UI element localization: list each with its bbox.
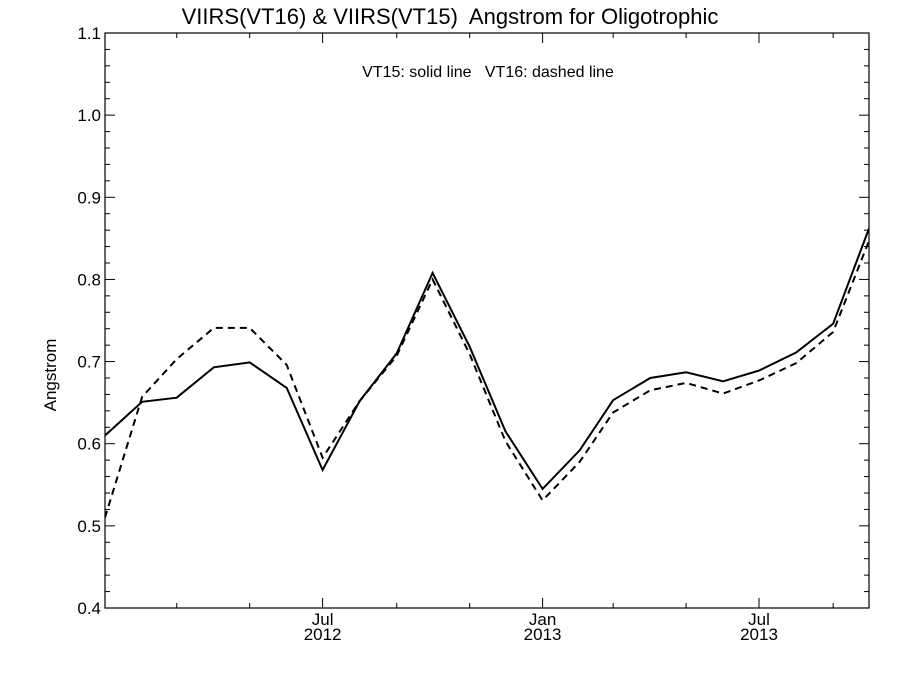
y-tick-label: 0.5 [77,517,101,536]
y-tick-label: 0.4 [77,599,101,618]
x-tick-label-month: Jul [748,610,770,629]
legend-annotation: VT15: solid line VT16: dashed line [362,64,614,81]
y-tick-label: 0.9 [77,188,101,207]
y-tick-label: 0.7 [77,353,101,372]
y-tick-label: 0.8 [77,270,101,289]
series-line-vt16 [105,240,869,518]
x-tick-label-month: Jan [529,610,556,629]
chart-title: VIIRS(VT16) & VIIRS(VT15) Angstrom for O… [181,4,719,29]
y-tick-label: 1.0 [77,106,101,125]
x-tick-label-year: 2013 [524,625,562,644]
x-tick-label-year: 2013 [740,625,778,644]
x-tick-label-year: 2012 [304,625,342,644]
y-tick-label: 1.1 [77,24,101,43]
x-tick-label-month: Jul [312,610,334,629]
series-line-vt15 [105,228,869,491]
plot-frame [104,32,870,609]
y-tick-label: 0.6 [77,435,101,454]
